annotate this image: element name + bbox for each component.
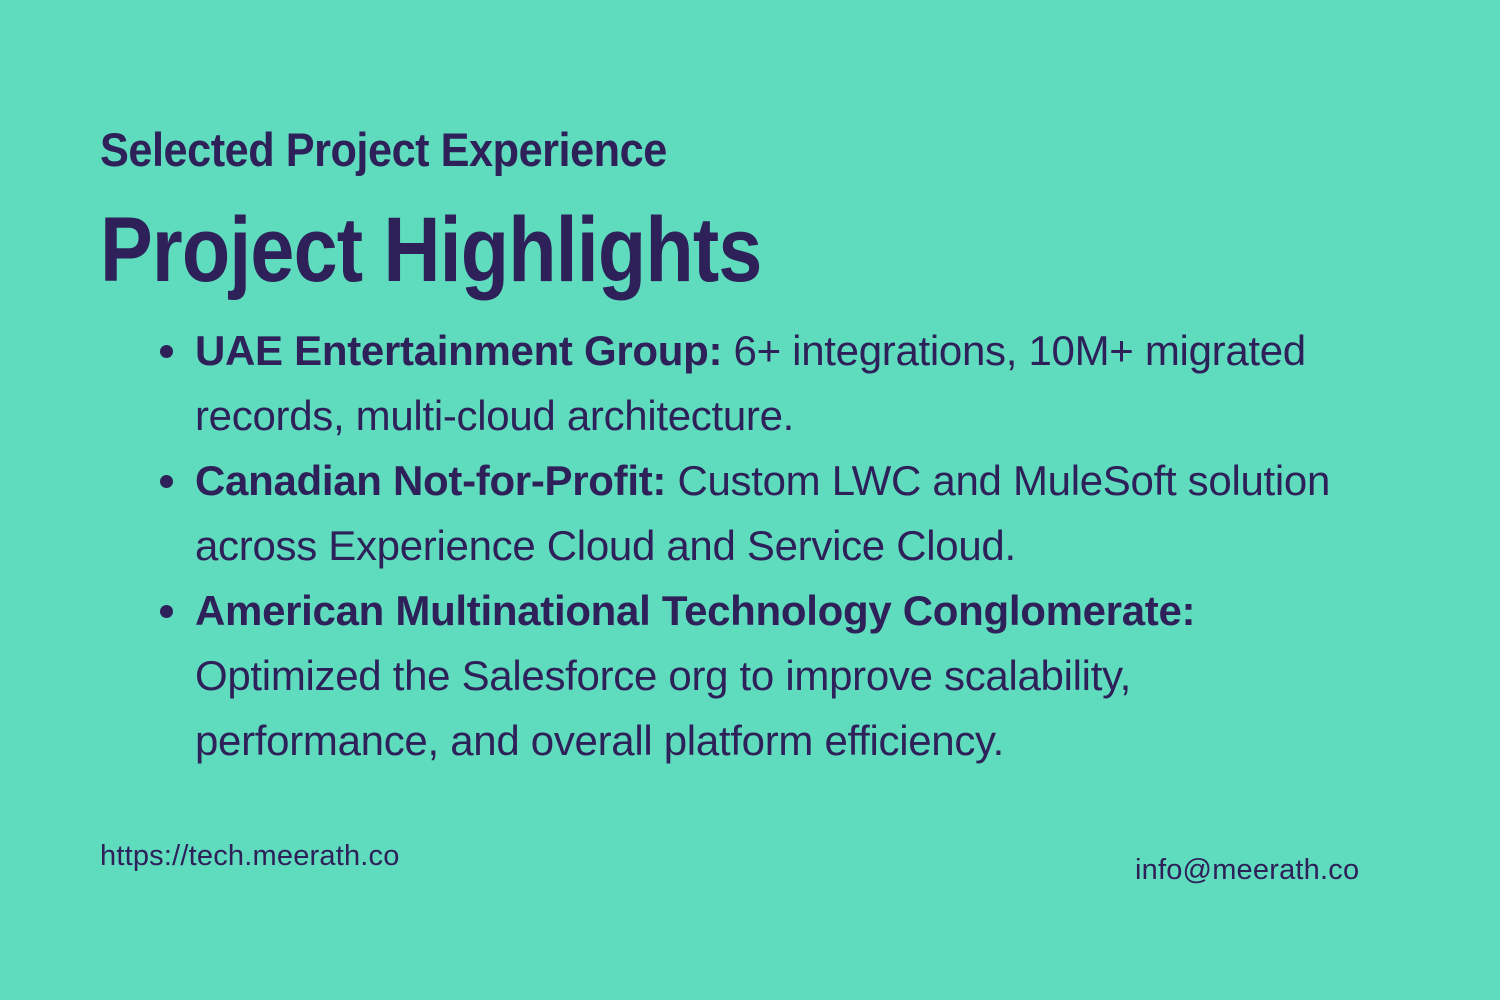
bullet-lead: American Multinational Technology Conglo… xyxy=(195,587,1196,634)
list-item: Canadian Not-for-Profit: Custom LWC and … xyxy=(158,448,1343,578)
highlights-list: UAE Entertainment Group: 6+ integrations… xyxy=(158,318,1343,773)
section-label: Selected Project Experience xyxy=(100,123,667,176)
list-item: American Multinational Technology Conglo… xyxy=(158,578,1343,773)
bullet-lead: UAE Entertainment Group: xyxy=(195,327,723,374)
bullet-text: 6+ integrations, 10M+ migrated records, … xyxy=(195,327,1306,439)
bullet-dot-icon xyxy=(160,605,173,618)
bullet-dot-icon xyxy=(160,475,173,488)
bullet-text: Custom LWC and MuleSoft solution across … xyxy=(195,457,1331,569)
bullet-text: Optimized the Salesforce org to improve … xyxy=(195,652,1132,764)
bullet-lead: Canadian Not-for-Profit: xyxy=(195,457,667,504)
list-item: UAE Entertainment Group: 6+ integrations… xyxy=(158,318,1343,448)
page-title: Project Highlights xyxy=(100,199,762,301)
email-text: info@meerath.co xyxy=(1135,854,1360,886)
bullet-dot-icon xyxy=(160,345,173,358)
website-url-text: https://tech.meerath.co xyxy=(100,840,400,872)
